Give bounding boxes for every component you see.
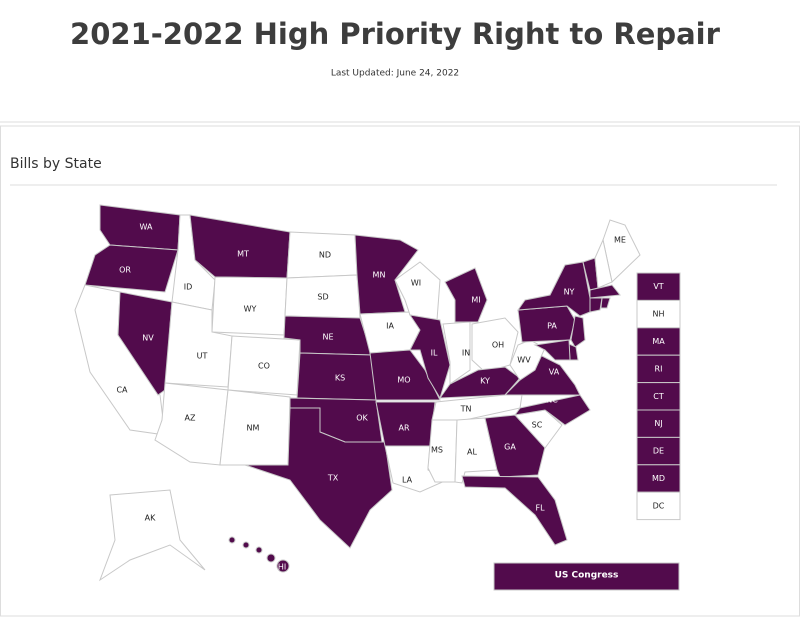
state-label: AK	[145, 514, 156, 523]
state-shape	[600, 297, 611, 309]
state-label: LA	[402, 476, 413, 485]
page-title: 2021-2022 High Priority Right to Repair	[70, 17, 721, 51]
state-box-label: DC	[653, 501, 665, 510]
state-shape	[244, 407, 393, 549]
state-shape	[228, 536, 236, 544]
state-label: IL	[431, 349, 438, 358]
state-box-label: DE	[653, 447, 664, 456]
state-label: TX	[327, 474, 339, 483]
state-label: NM	[247, 424, 260, 433]
state-box-label: CT	[653, 392, 664, 401]
state-label: ME	[614, 236, 626, 245]
state-label: SD	[317, 293, 328, 302]
state-label: HI	[278, 563, 286, 572]
state-label: PA	[547, 322, 557, 331]
state-label: FL	[535, 504, 545, 513]
state-label: KS	[335, 374, 345, 383]
state-label: OK	[356, 414, 368, 423]
state-shape	[154, 382, 229, 466]
state-box[interactable]	[636, 272, 681, 301]
state-label: MN	[373, 271, 386, 280]
last-updated: Last Updated: June 24, 2022	[331, 69, 459, 79]
state-box-label: RI	[655, 364, 663, 373]
state-box-label: VT	[653, 282, 663, 291]
state-shape	[408, 314, 451, 400]
state-shape	[242, 541, 250, 549]
state-shape	[589, 297, 603, 313]
state-shape	[266, 553, 276, 563]
state-label: MI	[471, 296, 480, 305]
state-shape	[427, 419, 458, 483]
state-label: ND	[319, 251, 331, 260]
congress-box[interactable]	[493, 562, 680, 591]
state-label: MS	[431, 446, 443, 455]
state-label: OR	[119, 266, 131, 275]
state-box-label: MD	[652, 474, 665, 483]
state-shape	[276, 559, 290, 573]
state-shape	[354, 234, 419, 315]
state-shape	[84, 244, 179, 293]
state-label: AZ	[185, 414, 196, 423]
state-label: WI	[411, 279, 421, 288]
state-label: NC	[546, 396, 558, 405]
state-shape	[589, 284, 621, 299]
state-label: NE	[322, 333, 333, 342]
state-box[interactable]	[636, 382, 681, 411]
state-label: SC	[532, 421, 543, 430]
state-label: IN	[462, 349, 470, 358]
state-shape	[444, 267, 488, 323]
state-shape	[98, 489, 206, 582]
state-label: MO	[397, 376, 410, 385]
state-label: TN	[460, 405, 472, 414]
state-label: GA	[504, 443, 516, 452]
congress-label: US Congress	[555, 571, 619, 581]
state-label: WV	[517, 356, 531, 365]
state-box[interactable]	[636, 436, 681, 466]
state-label: AL	[467, 448, 477, 457]
state-box[interactable]	[636, 354, 681, 384]
state-box[interactable]	[636, 491, 681, 521]
state-label: VA	[549, 368, 560, 377]
state-shape	[461, 475, 568, 546]
state-label: UT	[197, 352, 208, 361]
state-shape	[570, 315, 586, 348]
state-box[interactable]	[636, 327, 681, 356]
state-label: ID	[184, 283, 193, 292]
state-shape	[594, 238, 613, 289]
state-shape	[189, 214, 291, 279]
panel-title: Bills by State	[10, 156, 102, 172]
state-shape	[442, 321, 471, 385]
state-label: AR	[398, 424, 409, 433]
state-label: OH	[492, 341, 504, 350]
state-label: KY	[480, 377, 490, 386]
map: WA OR CA NV ID MT WY UT CO AZ NM ND SD NE KS OK TX MN IA MO…	[74, 204, 681, 591]
state-shape	[359, 311, 421, 354]
state-label: WA	[140, 223, 153, 232]
state-label: NY	[564, 288, 575, 297]
state-label: MT	[237, 250, 249, 259]
state-shape	[117, 291, 173, 396]
state-label: NV	[142, 334, 154, 343]
state-box-label: NH	[653, 310, 665, 319]
state-box-label: MA	[652, 337, 665, 346]
state-shape	[255, 546, 263, 554]
state-box-label: NJ	[654, 419, 662, 428]
state-box[interactable]	[636, 299, 681, 329]
state-label: CA	[116, 386, 128, 395]
state-label: IA	[386, 322, 394, 331]
state-shape	[533, 339, 571, 361]
state-label: WY	[244, 305, 257, 314]
state-shape	[516, 261, 591, 317]
state-label: CO	[258, 362, 270, 371]
